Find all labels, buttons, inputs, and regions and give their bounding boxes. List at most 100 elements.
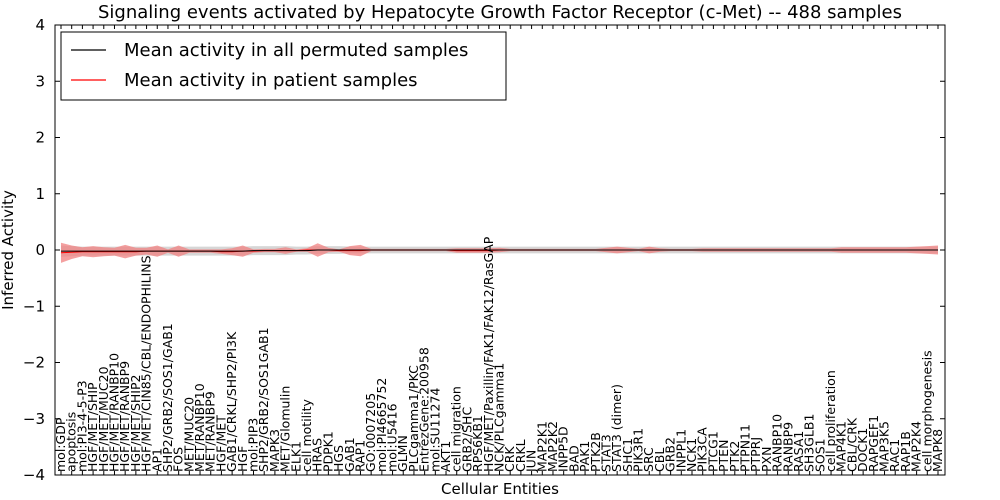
x-category-label: HGF/MET/CIN85/CBL/ENDOPHILINS — [139, 255, 154, 472]
x-category-label: NCK/PLCgamma1 — [492, 363, 507, 472]
x-category-label: cell morphogenesis — [919, 350, 934, 472]
legend-box — [60, 31, 507, 101]
x-category-label: RAPGEF1 — [866, 415, 881, 472]
x-category-label: HGF/MET/RANBP9 — [117, 361, 132, 472]
x-category-label: HGF/MET — [213, 415, 228, 472]
x-category-label: SH3GLB1 — [802, 414, 817, 472]
x-category-label: NCK1 — [684, 438, 699, 472]
x-category-label: apoptosis — [64, 412, 79, 472]
x-category-label: HGF — [235, 446, 250, 472]
legend-permuted-label: Mean activity in all permuted samples — [124, 40, 468, 61]
category-labels: mol:GDPapoptosismol:PI3-4-5-P3HGF/MET/SH… — [53, 236, 945, 473]
x-category-label: HGS — [331, 445, 346, 472]
legend-patient-label: Mean activity in patient samples — [124, 70, 418, 91]
x-category-label: MAP2K1 — [534, 421, 549, 472]
chart-title: Signaling events activated by Hepatocyte… — [98, 2, 902, 23]
y-tick-label: −2 — [23, 354, 45, 372]
legend: Mean activity in all permuted samples Me… — [60, 31, 507, 101]
x-category-label: PTK2B — [588, 432, 603, 472]
x-category-label: PTPRJ — [748, 437, 763, 472]
x-category-label: mol:PI3-4-5-P3 — [74, 380, 89, 472]
x-category-label: mol:PI4665752 — [374, 378, 389, 472]
x-category-label: SOS1 — [812, 438, 827, 472]
x-category-label: FOS — [171, 447, 186, 472]
x-category-label: PTCG1 — [705, 431, 720, 472]
x-category-label: HGF/MET/RANBP10 — [107, 353, 122, 472]
x-category-label: PLCgamma1/PKC — [406, 365, 421, 472]
x-category-label: EntrezGene:200958 — [417, 347, 432, 472]
x-category-label: GRB2 — [663, 437, 678, 472]
x-category-label: DOCK1 — [855, 428, 870, 472]
x-category-label: GO:0007205 — [363, 393, 378, 472]
y-axis-label: Inferred Activity — [0, 190, 17, 310]
x-category-label: PTK2 — [727, 441, 742, 472]
y-tick-label: 3 — [35, 72, 45, 90]
y-ticks: 4 3 2 1 0 −1 −2 −3 −4 — [23, 16, 945, 484]
x-category-label: SRC — [641, 447, 656, 472]
x-category-label: BAD — [566, 445, 581, 472]
x-category-label: HGF/MET/SHIP2 — [128, 375, 143, 473]
x-category-label: SHC1 — [620, 438, 635, 472]
x-category-label: PTEN — [716, 440, 731, 472]
y-tick-label: 1 — [35, 185, 45, 203]
x-category-label: MET/MUC20 — [181, 397, 196, 472]
x-category-label: MAP3K5 — [877, 421, 892, 472]
x-category-label: JUN — [524, 450, 539, 473]
x-category-label: HGF/MET/Paxillin/FAK1/FAK12/RasGAP — [481, 236, 496, 472]
x-category-label: STAT3 (dimer) — [609, 384, 624, 472]
x-category-label: AP1 — [149, 448, 164, 472]
x-category-label: RASA1 — [791, 431, 806, 472]
y-tick-label: 4 — [35, 16, 45, 34]
x-category-label: GAB1 — [342, 437, 357, 472]
x-category-label: mol:SU11274 — [427, 388, 442, 472]
x-category-label: mol:PIP3 — [246, 418, 261, 472]
x-category-label: RPS6KB1 — [470, 415, 485, 472]
x-category-label: PIK3CA — [695, 427, 710, 472]
plot-border — [54, 24, 946, 476]
x-category-label: CRK — [502, 446, 517, 472]
x-category-label: MET/Glomulin — [278, 386, 293, 472]
x-category-label: MAPK8 — [930, 429, 945, 472]
x-category-label: GAB1/CRKL/SHP2/PI3K — [224, 331, 239, 472]
x-category-label: PDPK1 — [320, 431, 335, 472]
x-category-label: mol:GDP — [53, 417, 68, 472]
x-category-label: PAK1 — [577, 441, 592, 472]
x-category-label: mol:U5416 — [385, 403, 400, 472]
x-category-label: PXN — [759, 447, 774, 472]
x-category-label: cell proliferation — [823, 370, 838, 472]
x-category-label: HGF/MET/SHIP — [85, 382, 100, 472]
x-category-label: PTPN11 — [738, 424, 753, 472]
x-category-label: SHP2/GRB2/SOS1GAB1 — [256, 327, 271, 472]
x-category-label: cell migration — [449, 386, 464, 472]
x-category-label: GRB2/SHC — [459, 407, 474, 472]
x-category-label: PIK3R1 — [631, 428, 646, 472]
x-category-label: MAP2K2 — [545, 421, 560, 472]
x-category-label: CBL — [652, 448, 667, 472]
activity-bands — [61, 242, 938, 263]
x-category-label: SHP2/GRB2/SOS1/GAB1 — [160, 323, 175, 472]
x-category-label: MAP2K4 — [909, 421, 924, 472]
x-ticks — [60, 25, 939, 475]
x-category-label: CBL/CRK — [844, 417, 859, 472]
x-category-label: cell motility — [299, 398, 314, 472]
x-category-label: HRAS — [310, 438, 325, 472]
x-category-label: GLMN — [395, 435, 410, 472]
x-category-label: STAT3 — [599, 434, 614, 472]
x-axis-label: Cellular Entities — [441, 480, 559, 498]
x-category-label: INPPL1 — [673, 429, 688, 472]
y-tick-label: −1 — [23, 297, 45, 315]
x-category-label: MAP4K1 — [834, 421, 849, 472]
y-tick-label: −4 — [23, 466, 45, 484]
mean-lines — [60, 249, 938, 254]
x-category-label: MET/RANBP10 — [192, 383, 207, 472]
x-category-label: AKT1 — [438, 441, 453, 472]
x-category-label: HGF/MET/MUC20 — [96, 366, 111, 472]
x-category-label: MAPK3 — [267, 429, 282, 472]
x-category-label: MET/RANBP9 — [203, 391, 218, 472]
y-tick-label: 0 — [35, 241, 45, 259]
permuted-mean-line — [61, 249, 938, 252]
y-tick-label: −3 — [23, 410, 45, 428]
x-category-label: RAC1 — [887, 439, 902, 472]
x-category-label: RANBP10 — [770, 414, 785, 472]
